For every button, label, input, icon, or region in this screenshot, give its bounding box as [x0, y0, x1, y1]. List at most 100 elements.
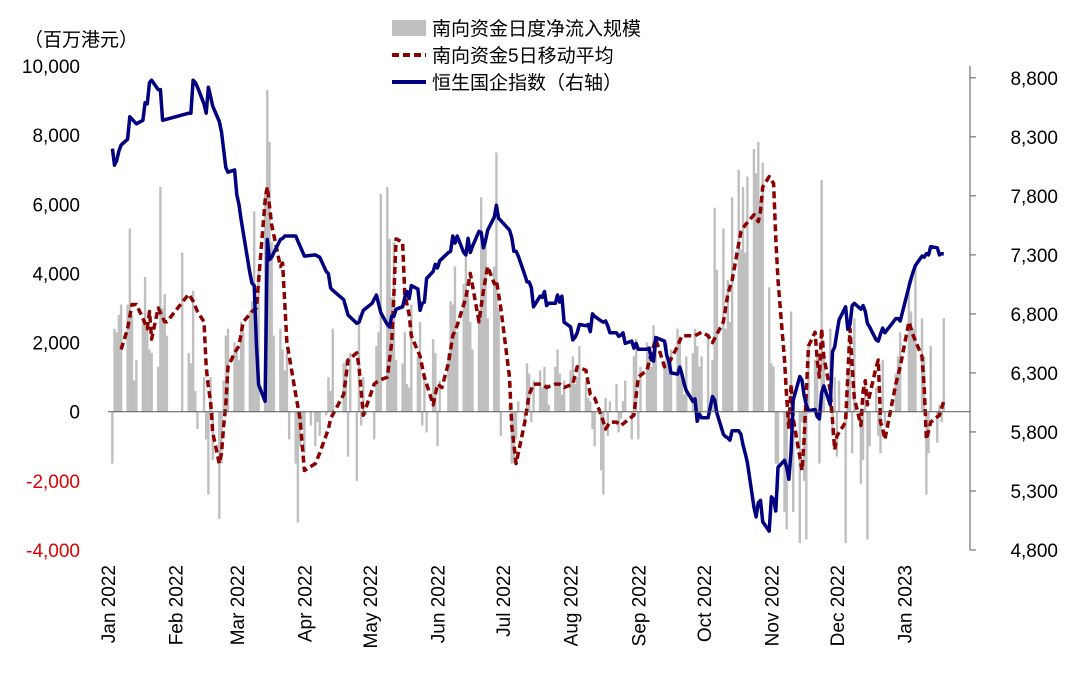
bar — [314, 411, 317, 447]
bar — [663, 363, 666, 412]
bar — [634, 339, 638, 412]
bar — [455, 332, 459, 412]
bar — [196, 411, 199, 429]
bar — [877, 411, 880, 436]
bar — [632, 356, 636, 412]
bar — [538, 370, 542, 412]
bar — [619, 411, 623, 419]
bar — [187, 352, 190, 412]
bar — [696, 346, 699, 412]
bar — [191, 290, 195, 412]
bar — [115, 332, 118, 412]
bar — [517, 401, 520, 412]
bar — [523, 411, 527, 426]
bar — [571, 356, 575, 412]
bar — [711, 359, 714, 412]
bar — [181, 252, 184, 412]
bar — [532, 380, 535, 412]
left-tick-label: 2,000 — [32, 334, 80, 355]
x-tick-label: Aug 2022 — [562, 565, 583, 646]
bar — [543, 366, 546, 412]
bar — [909, 311, 913, 412]
bar — [126, 304, 129, 412]
bar — [148, 349, 151, 412]
bar — [744, 252, 747, 412]
x-tick-label: Apr 2022 — [295, 565, 316, 642]
bar — [665, 342, 668, 412]
x-tick-label: Jan 2023 — [896, 565, 917, 643]
right-tick-label: 4,800 — [1010, 541, 1058, 562]
bar — [222, 380, 225, 412]
bar — [438, 380, 441, 412]
bar — [359, 411, 363, 426]
bar — [741, 187, 745, 412]
bar — [132, 380, 136, 412]
right-tick-label: 5,800 — [1010, 423, 1058, 444]
bar — [156, 366, 160, 412]
bar — [545, 384, 548, 412]
bar — [667, 366, 671, 412]
bar — [342, 363, 345, 412]
bar — [346, 411, 350, 457]
bar — [558, 373, 561, 412]
bar — [541, 387, 544, 412]
bar — [554, 366, 557, 412]
bar — [833, 377, 836, 412]
bar — [645, 342, 649, 412]
bar — [484, 238, 487, 412]
bar — [853, 318, 856, 412]
series-lines — [110, 78, 946, 533]
right-tick-label: 7,800 — [1010, 187, 1058, 208]
bar — [680, 373, 684, 412]
bar — [691, 352, 695, 412]
right-tick-label: 8,300 — [1010, 128, 1058, 149]
bar — [584, 380, 588, 412]
bar — [386, 187, 389, 412]
bar — [469, 321, 472, 412]
bar — [242, 332, 245, 412]
bar — [373, 411, 376, 440]
bar — [285, 352, 289, 412]
bar — [318, 411, 321, 436]
bar — [434, 352, 437, 412]
bar — [331, 328, 334, 412]
bar — [575, 377, 579, 412]
bar — [530, 411, 533, 423]
bar — [329, 390, 332, 412]
bar — [608, 401, 612, 412]
legend-label-ma5: 南向资金5日移动平均 — [432, 45, 614, 67]
bar — [325, 411, 328, 416]
bar — [693, 328, 697, 412]
bar — [757, 142, 760, 412]
bar — [615, 384, 618, 412]
legend-swatch-daily-inflow — [392, 20, 426, 36]
bar — [135, 359, 138, 412]
bar — [772, 366, 775, 412]
bar — [654, 339, 657, 412]
bar — [698, 366, 701, 412]
bar — [844, 411, 847, 544]
bar — [929, 346, 932, 412]
bar — [599, 411, 603, 471]
x-tick-label: Feb 2022 — [167, 565, 188, 645]
bar — [113, 328, 116, 412]
bar — [848, 335, 852, 412]
bar — [130, 314, 134, 412]
bar — [770, 363, 773, 412]
bar — [768, 287, 771, 412]
bar — [207, 411, 210, 495]
bar — [938, 404, 941, 412]
bar — [912, 328, 915, 412]
bar — [451, 304, 454, 412]
bar — [920, 318, 924, 412]
bar — [648, 356, 651, 412]
bar — [150, 352, 153, 412]
x-tick-label: Sep 2022 — [629, 565, 650, 646]
left-tick-label: -2,000 — [26, 472, 80, 493]
bar — [942, 318, 946, 412]
bar — [423, 380, 426, 412]
bar — [624, 380, 627, 412]
bar — [301, 411, 304, 429]
legend: 南向资金日度净流入规模 南向资金5日移动平均 恒生国企指数（右轴） — [392, 18, 641, 94]
bar — [569, 370, 572, 412]
